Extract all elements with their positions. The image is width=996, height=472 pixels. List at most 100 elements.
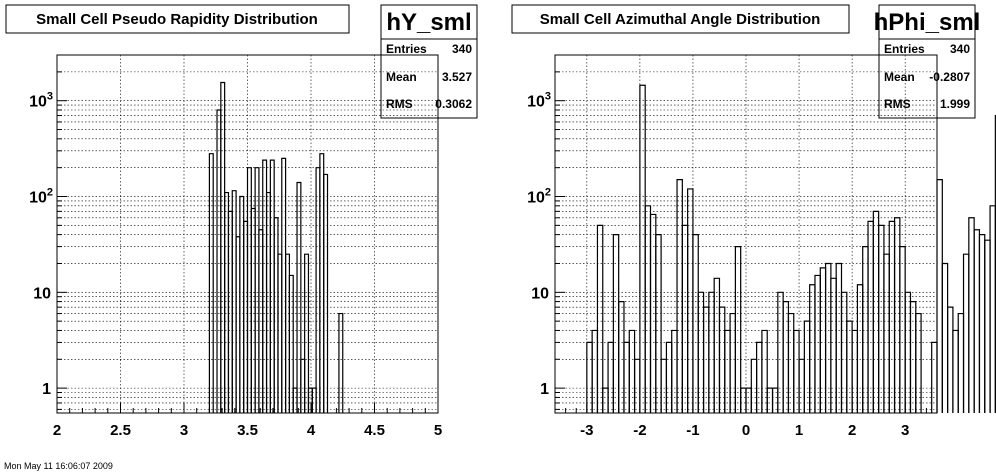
histogram-bin [633, 358, 641, 413]
histogram-bin [612, 234, 620, 413]
histogram-bin [623, 341, 630, 413]
histogram-bin [681, 224, 689, 413]
histogram-bin [809, 284, 816, 413]
histogram-bin [793, 329, 800, 413]
histogram-bin [665, 341, 673, 413]
histogram-bin [973, 229, 981, 413]
histogram-bin [915, 312, 922, 413]
histogram-bin [824, 262, 832, 413]
x-tick-label: 4.5 [364, 422, 385, 439]
chart-title: Small Cell Azimuthal Angle Distribution [540, 11, 821, 28]
histogram-bin [607, 341, 614, 413]
timestamp-footer: Mon May 11 16:06:07 2009 [4, 461, 113, 471]
histogram-bin [872, 210, 880, 413]
histogram-bin [697, 291, 705, 413]
stat-mean-value: -0.2807 [929, 70, 970, 84]
histogram-bin [586, 341, 593, 413]
stat-rms-label: RMS [386, 97, 413, 111]
histogram-bin [761, 329, 768, 413]
histogram-bin [729, 312, 736, 413]
x-tick-label: 4 [307, 422, 316, 439]
histogram-bin [660, 358, 668, 413]
x-tick-label: 1 [795, 422, 803, 439]
pseudo-rapidity-panel: Small Cell Pseudo Rapidity Distribution … [5, 4, 478, 439]
stat-rms-value: 0.3062 [435, 97, 472, 111]
histogram-bin [984, 239, 991, 413]
stat-rms-value: 1.999 [940, 97, 970, 111]
histogram-bin [962, 253, 970, 413]
histogram-bin [883, 253, 890, 413]
y-tick-label: 1 [540, 381, 549, 398]
stat-entries-label: Entries [884, 42, 925, 56]
histogram-bin [777, 291, 784, 413]
histogram-bin [304, 253, 310, 413]
plot-area: 2 2.5 3 3.5 4 4.5 5 1 10 102 103 [29, 54, 442, 439]
histogram-bin [957, 312, 965, 413]
stats-box: hY_sml Entries 340 Mean 3.527 RMS 0.3062 [380, 4, 478, 119]
histogram-bin [989, 205, 996, 413]
histogram-bin [798, 358, 805, 413]
histogram-bin [655, 234, 662, 413]
histogram-bin [947, 306, 954, 413]
stat-rms-label: RMS [884, 97, 911, 111]
histogram-bin [591, 329, 599, 413]
histogram-bin [782, 301, 790, 413]
x-tick-label: -3 [580, 422, 593, 439]
histogram-bin [936, 179, 943, 413]
histogram-bin [644, 205, 652, 413]
histogram-bin [671, 329, 678, 413]
histogram-bin [618, 301, 625, 413]
histogram-bin [931, 341, 938, 413]
x-tick-label: -1 [686, 422, 699, 439]
histogram-bin [994, 114, 996, 413]
histogram-bin [208, 153, 214, 413]
stat-mean-value: 3.527 [442, 70, 472, 84]
histogram-bin [676, 179, 683, 413]
histogram-bin [639, 84, 646, 413]
histogram-bin [338, 312, 344, 413]
x-tick-label: 0 [742, 422, 750, 439]
x-tick-label: 3 [901, 422, 909, 439]
stat-entries-label: Entries [386, 42, 427, 56]
x-tick-label: 5 [434, 422, 442, 439]
stats-box: hPhi_sml Entries 340 Mean -0.2807 RMS 1.… [874, 4, 981, 119]
histogram-bin [687, 188, 694, 413]
x-tick-label: -2 [633, 422, 646, 439]
y-tick-label: 1 [42, 381, 51, 398]
histogram-name: hY_sml [386, 9, 471, 36]
histogram-bin [904, 291, 912, 413]
histogram-bin [750, 358, 758, 413]
histogram-bin [288, 274, 294, 413]
histogram-bin [846, 320, 853, 413]
histogram-bin [628, 329, 636, 413]
histogram-bin [941, 262, 949, 413]
plot-area: -3 -2 -1 0 1 2 3 1 10 102 103 [527, 54, 996, 439]
chart-title: Small Cell Pseudo Rapidity Distribution [36, 11, 318, 28]
stat-entries-value: 340 [950, 42, 970, 56]
histogram-bin [835, 262, 843, 413]
histogram-bin [708, 291, 715, 413]
histogram-bin [787, 312, 795, 413]
y-tick-label: 10 [33, 285, 51, 302]
histogram-name: hPhi_sml [874, 9, 981, 36]
histogram-bin [756, 341, 763, 413]
histogram-bin [692, 234, 699, 413]
histogram-bin [803, 320, 811, 413]
histogram-bin [968, 217, 975, 413]
azimuthal-angle-panel: Small Cell Azimuthal Angle Distribution … [511, 4, 996, 439]
histogram-bin [978, 234, 986, 413]
histogram-bin [856, 284, 864, 413]
title-box [511, 4, 850, 34]
x-tick-label: 2 [53, 422, 61, 439]
x-tick-label: 2.5 [110, 422, 131, 439]
histogram-bin [323, 173, 329, 413]
histogram-bin [878, 224, 885, 413]
y-tick-label: 102 [29, 187, 53, 207]
histogram-bin [909, 301, 917, 413]
x-tick-label: 3 [180, 422, 188, 439]
histogram-bin [840, 291, 848, 413]
histogram-bin [734, 246, 742, 413]
histogram-bin [867, 220, 874, 413]
stat-entries-value: 340 [452, 42, 472, 56]
